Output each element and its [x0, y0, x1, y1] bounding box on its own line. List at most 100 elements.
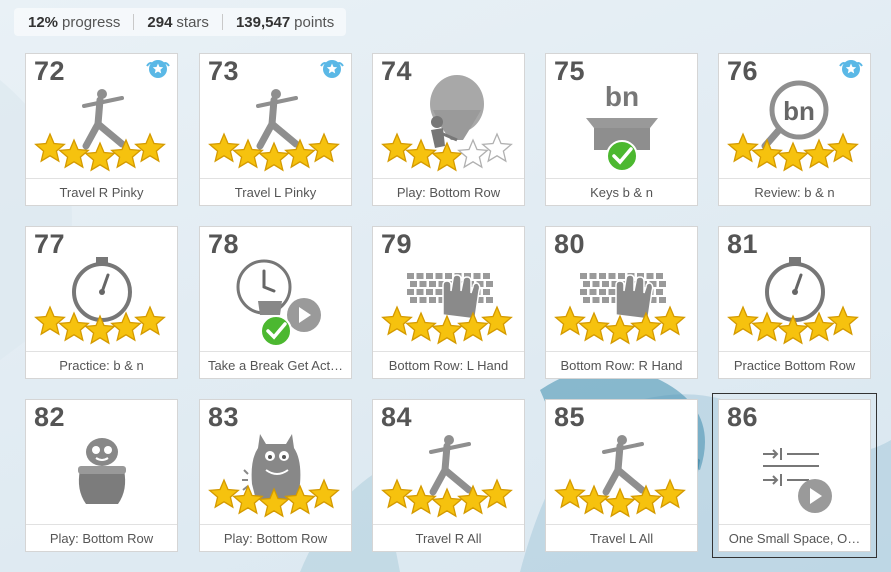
lesson-number: 84	[381, 402, 413, 432]
lesson-number: 78	[208, 229, 240, 259]
points-value: 139,547	[235, 13, 291, 31]
lesson-tile-84[interactable]: 84 Travel R All	[372, 399, 525, 552]
lesson-tile-78[interactable]: 78 Take a Break Get Act…	[199, 226, 352, 379]
lesson-number: 85	[554, 402, 586, 432]
star-icon	[284, 484, 316, 515]
lesson-number: 77	[34, 229, 66, 259]
star-icon	[84, 314, 116, 345]
checkmark-icon	[606, 140, 638, 172]
star-icon	[405, 138, 437, 169]
lesson-number: 76	[727, 56, 759, 86]
lesson-number: 81	[727, 229, 759, 259]
divider	[133, 14, 135, 30]
star-icon	[258, 487, 290, 518]
svg-text:bn: bn	[605, 81, 639, 112]
star-icon	[554, 478, 586, 509]
star-icon	[232, 484, 264, 515]
lesson-number: 72	[34, 56, 66, 86]
lesson-tile-79[interactable]: 79 Bottom Row: L Hand	[372, 226, 525, 379]
lesson-tile-73[interactable]: 73 Travel L Pinky	[199, 53, 352, 206]
lesson-number: 82	[34, 402, 66, 432]
lesson-tile-77[interactable]: 77 Practice: b & n	[25, 226, 178, 379]
mastery-badge-icon	[838, 58, 864, 85]
star-icon	[381, 305, 413, 336]
yoga-figure-icon	[34, 89, 166, 172]
lesson-title: Practice: b & n	[26, 351, 177, 378]
lesson-tile-75[interactable]: bn 75 Keys b & n	[545, 53, 698, 206]
checkmark-icon	[260, 315, 292, 347]
star-icon	[827, 305, 859, 336]
stars-value: 294	[147, 13, 173, 31]
star-icon	[208, 132, 240, 163]
lesson-tile-80[interactable]: 80 Bottom Row: R Hand	[545, 226, 698, 379]
star-icon	[134, 305, 166, 336]
lesson-title: One Small Space, O…	[719, 524, 870, 551]
lesson-title: Bottom Row: L Hand	[373, 351, 524, 378]
lesson-title: Keys b & n	[546, 178, 697, 205]
lesson-tile-82[interactable]: 82 Play: Bottom Row	[25, 399, 178, 552]
lesson-title: Travel R All	[373, 524, 524, 551]
progress-value: 12%	[28, 13, 59, 31]
star-icon	[58, 311, 90, 342]
star-icon	[457, 311, 489, 342]
star-icon	[232, 138, 264, 169]
star-icon	[84, 141, 116, 172]
star-icon	[654, 305, 686, 336]
creature-in-pot-icon	[78, 438, 126, 504]
yoga-figure-icon	[208, 89, 340, 172]
lesson-title: Play: Bottom Row	[26, 524, 177, 551]
star-icon	[481, 478, 513, 509]
star-icon	[34, 305, 66, 336]
star-icon	[777, 314, 809, 345]
keyboard-hand-icon	[554, 273, 686, 345]
lesson-title: Practice Bottom Row	[719, 351, 870, 378]
lesson-tile-86[interactable]: 86 One Small Space, O…	[712, 393, 877, 558]
lesson-number: 74	[381, 56, 413, 86]
star-icon	[803, 138, 835, 169]
star-icon	[405, 484, 437, 515]
star-icon	[258, 141, 290, 172]
star-icon	[727, 305, 759, 336]
lesson-number: 80	[554, 229, 586, 259]
hot-air-balloon-icon	[381, 75, 513, 172]
star-icon	[727, 132, 759, 163]
mastery-badge-icon	[145, 58, 171, 85]
lesson-number: 79	[381, 229, 413, 259]
lesson-title: Review: b & n	[719, 178, 870, 205]
star-icon	[431, 487, 463, 518]
stopwatch-icon	[727, 257, 859, 345]
star-icon	[34, 132, 66, 163]
spacing-video-icon	[763, 448, 832, 513]
lesson-title: Bottom Row: R Hand	[546, 351, 697, 378]
star-icon	[308, 132, 340, 163]
star-icon	[630, 311, 662, 342]
star-icon	[751, 138, 783, 169]
star-icon	[803, 311, 835, 342]
lesson-number: 73	[208, 56, 240, 86]
star-icon	[284, 138, 316, 169]
coffee-break-icon	[236, 259, 321, 347]
star-icon	[58, 138, 90, 169]
star-icon	[405, 311, 437, 342]
lesson-title: Play: Bottom Row	[200, 524, 351, 551]
lesson-number: 86	[727, 402, 759, 432]
lesson-title: Travel L All	[546, 524, 697, 551]
magnifier-icon: bn	[727, 80, 859, 172]
lesson-title: Play: Bottom Row	[373, 178, 524, 205]
lesson-tile-83[interactable]: 83 Play: Bottom Row	[199, 399, 352, 552]
stopwatch-icon	[34, 257, 166, 345]
star-icon	[457, 484, 489, 515]
star-icon	[381, 132, 413, 163]
star-icon	[481, 132, 513, 163]
lesson-tile-76[interactable]: bn 76 Review: b & n	[718, 53, 871, 206]
lesson-tile-81[interactable]: 81 Practice Bottom Row	[718, 226, 871, 379]
lesson-title: Travel L Pinky	[200, 178, 351, 205]
stars-label: stars	[176, 13, 209, 31]
lesson-tile-74[interactable]: 74 Play: Bottom Row	[372, 53, 525, 206]
lesson-tile-72[interactable]: 72 Travel R Pinky	[25, 53, 178, 206]
mastery-badge-icon	[319, 58, 345, 85]
lesson-tile-85[interactable]: 85 Travel L All	[545, 399, 698, 552]
star-icon	[481, 305, 513, 336]
star-icon	[308, 478, 340, 509]
star-icon	[578, 484, 610, 515]
